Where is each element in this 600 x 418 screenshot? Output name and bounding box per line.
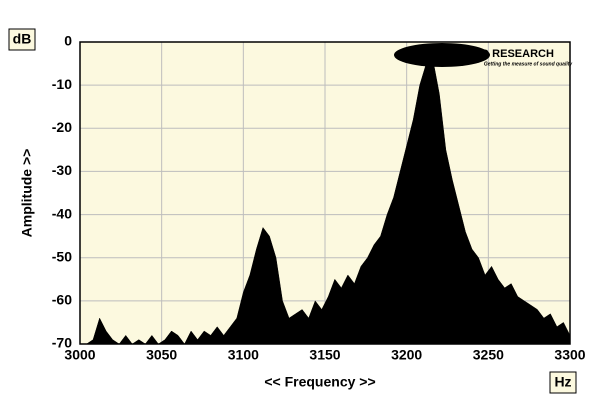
spectrum-area (80, 58, 571, 345)
y-tick-label: -60 (52, 292, 72, 308)
y-tick-label: -30 (52, 162, 72, 178)
x-tick-label: 3250 (473, 347, 504, 363)
x-unit: Hz (554, 374, 571, 390)
logo-tagline: Getting the measure of sound quality (484, 61, 573, 67)
y-tick-label: -10 (52, 76, 72, 92)
x-tick-label: 3300 (554, 347, 585, 363)
y-axis-label: Amplitude >> (19, 149, 35, 238)
logo-ellipse (394, 43, 490, 67)
x-tick-label: 3150 (309, 347, 340, 363)
x-tick-label: 3000 (64, 347, 95, 363)
unit-box (8, 28, 36, 51)
x-axis-label: << Frequency >> (264, 374, 375, 390)
y-tick-label: -40 (52, 205, 72, 221)
y-tick-label: 0 (64, 33, 72, 49)
y-unit: dB (13, 31, 32, 47)
x-tick-label: 3050 (146, 347, 177, 363)
unit-box (549, 371, 577, 394)
logo: MILLER AUDIO RESEARCH (410, 48, 554, 60)
plot-frame (79, 41, 571, 345)
y-tick-label: -50 (52, 248, 72, 264)
x-tick-label: 3100 (228, 347, 259, 363)
x-tick-label: 3200 (391, 347, 422, 363)
y-tick-label: -20 (52, 119, 72, 135)
y-tick-label: -70 (52, 335, 72, 351)
